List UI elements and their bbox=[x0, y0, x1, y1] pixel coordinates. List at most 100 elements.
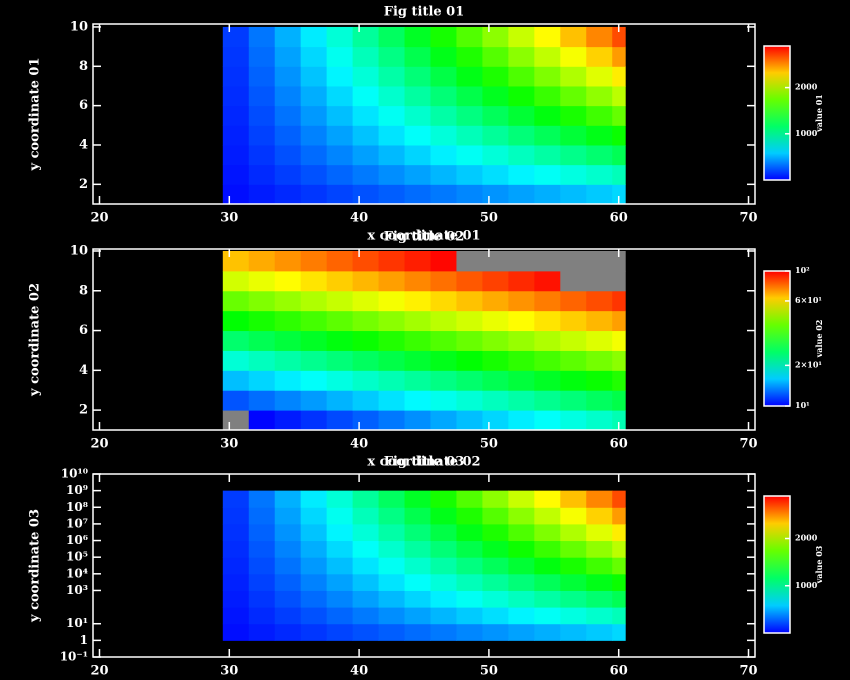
heatmap-cell bbox=[456, 144, 483, 166]
heatmap-cell bbox=[300, 507, 328, 525]
x-axis-label: x coordinate 02 bbox=[367, 455, 480, 470]
heatmap-cell bbox=[560, 270, 587, 292]
x-tick-label: 30 bbox=[220, 664, 238, 679]
heatmap-cell bbox=[352, 490, 380, 508]
heatmap-cell bbox=[612, 290, 626, 312]
heatmap-cell bbox=[586, 26, 613, 48]
x-tick-label: 40 bbox=[350, 664, 368, 679]
heatmap-cell bbox=[248, 270, 276, 292]
y-tick-label: 10¹ bbox=[66, 616, 88, 630]
colorbar-tick-label: 1000 bbox=[795, 128, 818, 138]
heatmap-cell bbox=[586, 310, 613, 332]
heatmap-cell bbox=[482, 557, 509, 575]
heatmap-cell bbox=[300, 573, 328, 591]
y-tick-label: 10⁷ bbox=[66, 516, 88, 530]
heatmap-cell bbox=[508, 370, 535, 391]
heatmap-cell bbox=[300, 330, 328, 351]
heatmap-cell bbox=[430, 144, 457, 166]
heatmap-cell bbox=[326, 46, 354, 67]
heatmap-cell bbox=[508, 507, 535, 525]
heatmap-cell bbox=[482, 290, 509, 312]
heatmap-cell bbox=[482, 607, 509, 625]
heatmap-cell bbox=[300, 250, 328, 272]
y-tick-label: 10⁹ bbox=[66, 483, 88, 497]
heatmap-cell bbox=[378, 490, 406, 508]
heatmap-cell bbox=[274, 523, 302, 542]
heatmap-cell bbox=[274, 390, 302, 411]
heatmap-cell bbox=[482, 250, 509, 272]
heatmap-cell bbox=[222, 590, 250, 608]
heatmap-cell bbox=[274, 507, 302, 525]
heatmap-cell bbox=[222, 350, 250, 371]
heatmap-cell bbox=[430, 290, 457, 312]
heatmap-cell bbox=[274, 250, 302, 272]
x-tick-label: 30 bbox=[220, 211, 238, 226]
plot-frame bbox=[92, 248, 756, 431]
heatmap-cell bbox=[274, 540, 302, 558]
x-tick-label: 50 bbox=[480, 664, 498, 679]
heatmap-cell bbox=[274, 66, 302, 87]
heatmap-cell bbox=[248, 144, 276, 166]
heatmap-cell bbox=[560, 184, 587, 205]
heatmap-cell bbox=[560, 623, 587, 641]
heatmap-cell bbox=[352, 85, 380, 107]
heatmap-cell bbox=[248, 125, 276, 146]
heatmap-cell bbox=[222, 46, 250, 67]
heatmap-cell bbox=[248, 540, 276, 558]
heatmap-cell bbox=[534, 623, 561, 641]
heatmap-cell bbox=[352, 26, 380, 48]
heatmap-cell bbox=[352, 310, 380, 332]
heatmap-cell bbox=[534, 410, 561, 431]
heatmap-cell bbox=[222, 390, 250, 411]
heatmap-cell bbox=[612, 330, 626, 351]
x-axis-label: x coordinate 01 bbox=[367, 229, 480, 244]
heatmap-cell bbox=[430, 164, 457, 185]
heatmap-cell bbox=[430, 623, 457, 641]
heatmap-cell bbox=[482, 523, 509, 542]
heatmap-cell bbox=[456, 350, 483, 371]
heatmap-cell bbox=[456, 490, 483, 508]
heatmap-cell bbox=[222, 26, 250, 48]
heatmap-cell bbox=[300, 390, 328, 411]
heatmap-cell bbox=[300, 125, 328, 146]
heatmap-cell bbox=[300, 523, 328, 542]
heatmap-cell bbox=[560, 85, 587, 107]
heatmap-cell bbox=[534, 370, 561, 391]
heatmap-cell bbox=[378, 250, 406, 272]
heatmap-cell bbox=[508, 557, 535, 575]
y-tick-label: 4 bbox=[79, 363, 88, 378]
heatmap-cell bbox=[222, 290, 250, 312]
chart-title: Fig title 02 bbox=[384, 230, 465, 245]
heatmap-cell bbox=[534, 85, 561, 107]
heatmap-cell bbox=[586, 573, 613, 591]
heatmap-cell bbox=[222, 370, 250, 391]
x-tick-label: 70 bbox=[739, 664, 757, 679]
y-tick-label: 10³ bbox=[66, 583, 88, 597]
heatmap-cell bbox=[456, 270, 483, 292]
heatmap-cell bbox=[612, 66, 626, 87]
heatmap-cell bbox=[378, 410, 406, 431]
heatmap-cell bbox=[352, 523, 380, 542]
heatmap-cell bbox=[222, 144, 250, 166]
heatmap-cell bbox=[586, 46, 613, 67]
heatmap-cell bbox=[482, 330, 509, 351]
heatmap-cell bbox=[274, 26, 302, 48]
heatmap-cell bbox=[378, 85, 406, 107]
heatmap-cell bbox=[326, 330, 354, 351]
heatmap-cell bbox=[560, 164, 587, 185]
heatmap-cell bbox=[508, 490, 535, 508]
y-tick-label: 10⁶ bbox=[66, 533, 88, 547]
heatmap-cell bbox=[534, 164, 561, 185]
heatmap-cell bbox=[482, 507, 509, 525]
heatmap-cell bbox=[612, 26, 626, 48]
heatmap-cell bbox=[326, 290, 354, 312]
x-tick-label: 30 bbox=[220, 437, 238, 452]
heatmap-cell bbox=[430, 125, 457, 146]
heatmap-cell bbox=[534, 270, 561, 292]
y-tick-label: 2 bbox=[79, 177, 88, 192]
x-tick-label: 40 bbox=[350, 437, 368, 452]
heatmap-cell bbox=[430, 540, 457, 558]
heatmap-cell bbox=[248, 523, 276, 542]
heatmap-cell bbox=[378, 46, 406, 67]
colorbar-tick-label: 6×10¹ bbox=[795, 295, 822, 305]
